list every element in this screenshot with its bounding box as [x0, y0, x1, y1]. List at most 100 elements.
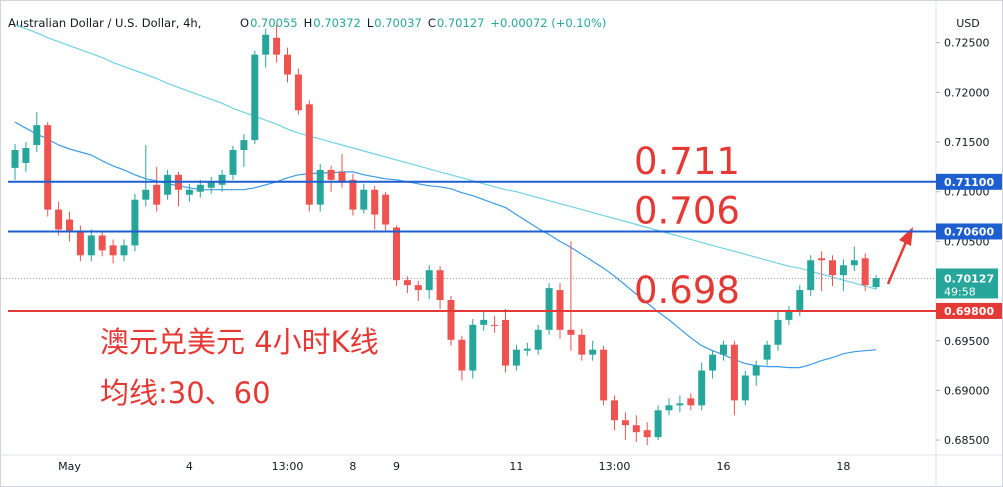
candle-body	[741, 375, 749, 401]
y-tick-label: 0.69000	[944, 384, 990, 397]
candle-body	[523, 348, 531, 351]
candle-body	[709, 354, 717, 371]
currency: USD	[956, 17, 980, 30]
x-tick-label: 11	[509, 460, 523, 473]
candle-body	[76, 231, 84, 256]
ohlc-value: 0.70127	[437, 16, 485, 30]
candle-body	[621, 420, 629, 426]
candle-body	[763, 344, 771, 360]
candle-body	[502, 319, 509, 366]
level-annotation: 0.706	[634, 189, 740, 232]
candle-body	[687, 398, 695, 406]
ohlc-label: L	[367, 16, 374, 30]
candle-body	[425, 270, 433, 291]
candle-body	[218, 174, 226, 185]
level-annotation: 0.711	[634, 140, 740, 183]
y-tick-label: 0.69500	[944, 335, 990, 348]
level-label: 0.71100	[944, 176, 994, 189]
ohlc-value: 0.70055	[250, 16, 298, 30]
candle-body	[785, 309, 793, 320]
x-tick-label: 13:00	[599, 460, 631, 473]
candle-body	[305, 104, 313, 205]
candle-body	[752, 365, 760, 376]
x-tick-label: 18	[836, 460, 850, 473]
candle-body	[284, 54, 291, 75]
candle-body	[861, 258, 869, 286]
candle-body	[98, 235, 106, 251]
candle-body	[807, 260, 815, 291]
candle-body	[643, 430, 651, 438]
candle-body	[829, 260, 836, 276]
candle-body	[207, 181, 215, 188]
y-tick-label: 0.72500	[944, 37, 990, 50]
ohlc-value: 0.70037	[374, 16, 422, 30]
y-tick-label: 0.68500	[944, 434, 990, 447]
candle-body	[338, 171, 346, 183]
y-tick-label: 0.71500	[944, 136, 990, 149]
candle-body	[589, 349, 597, 355]
candle-body	[850, 260, 858, 266]
candle-body	[316, 169, 324, 205]
candle-body	[262, 34, 270, 55]
candle-body	[447, 300, 455, 340]
candle-body	[436, 270, 444, 301]
candle-body	[458, 339, 466, 371]
level-tag	[936, 173, 1002, 190]
candle-body	[676, 403, 684, 406]
price-tag	[936, 268, 998, 299]
candle-body	[120, 245, 128, 256]
candle-body	[109, 245, 117, 256]
level-tag	[936, 302, 1002, 319]
candle-body	[22, 148, 30, 163]
candle-body	[600, 349, 608, 401]
candle-body	[142, 189, 150, 200]
candle-body	[382, 194, 390, 225]
candle-body	[240, 140, 248, 151]
y-tick-label: 0.72000	[944, 86, 990, 99]
candle-body	[371, 189, 379, 215]
candle-body	[153, 184, 161, 205]
candle-body	[393, 227, 400, 281]
candle-body	[469, 324, 477, 371]
candle-body	[66, 219, 73, 232]
candle-body	[720, 344, 727, 355]
x-tick-label: 4	[186, 460, 193, 473]
candle-body	[403, 280, 411, 286]
x-tick-label: 8	[349, 460, 356, 473]
candle-body	[44, 125, 52, 210]
candle-body	[164, 174, 172, 195]
candle-body	[294, 74, 302, 111]
candle-body	[349, 179, 357, 210]
candle-body	[33, 125, 41, 146]
candle-body	[273, 37, 281, 55]
level-tag	[936, 223, 1002, 240]
candle-body	[512, 349, 520, 366]
level-annotation: 0.698	[634, 269, 740, 312]
x-tick-label: May	[58, 460, 81, 473]
candle-body	[774, 319, 782, 345]
candle-body	[839, 265, 847, 276]
candle-body	[632, 425, 640, 433]
candle-body	[545, 288, 553, 330]
candle-body	[55, 209, 63, 230]
candle-body	[229, 150, 237, 175]
ohlc-label: C	[428, 16, 436, 30]
note: 澳元兑美元 4小时K线	[100, 325, 379, 359]
candle-body	[665, 405, 673, 411]
note: 均线:30、60	[100, 376, 271, 410]
candle-body	[698, 370, 706, 406]
price-tag-countdown: 49:58	[944, 285, 976, 298]
level-label: 0.69800	[944, 305, 994, 318]
candle-body	[251, 54, 259, 141]
moving-average	[14, 24, 877, 290]
candle-body	[730, 344, 738, 401]
candle-body	[654, 410, 662, 438]
candle-body	[196, 184, 204, 192]
symbol: Australian Dollar / U.S. Dollar, 4h,	[8, 16, 201, 30]
candle-body	[480, 319, 488, 325]
candle-body	[185, 189, 193, 195]
x-tick-label: 16	[717, 460, 731, 473]
candle-body	[818, 258, 826, 261]
